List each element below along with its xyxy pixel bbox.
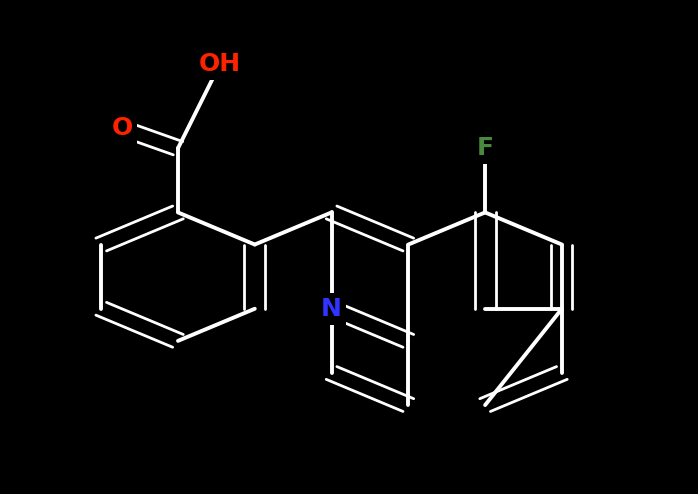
Text: N: N [321,297,342,321]
Text: F: F [477,136,493,160]
Text: O: O [112,117,133,140]
Text: OH: OH [199,52,241,76]
